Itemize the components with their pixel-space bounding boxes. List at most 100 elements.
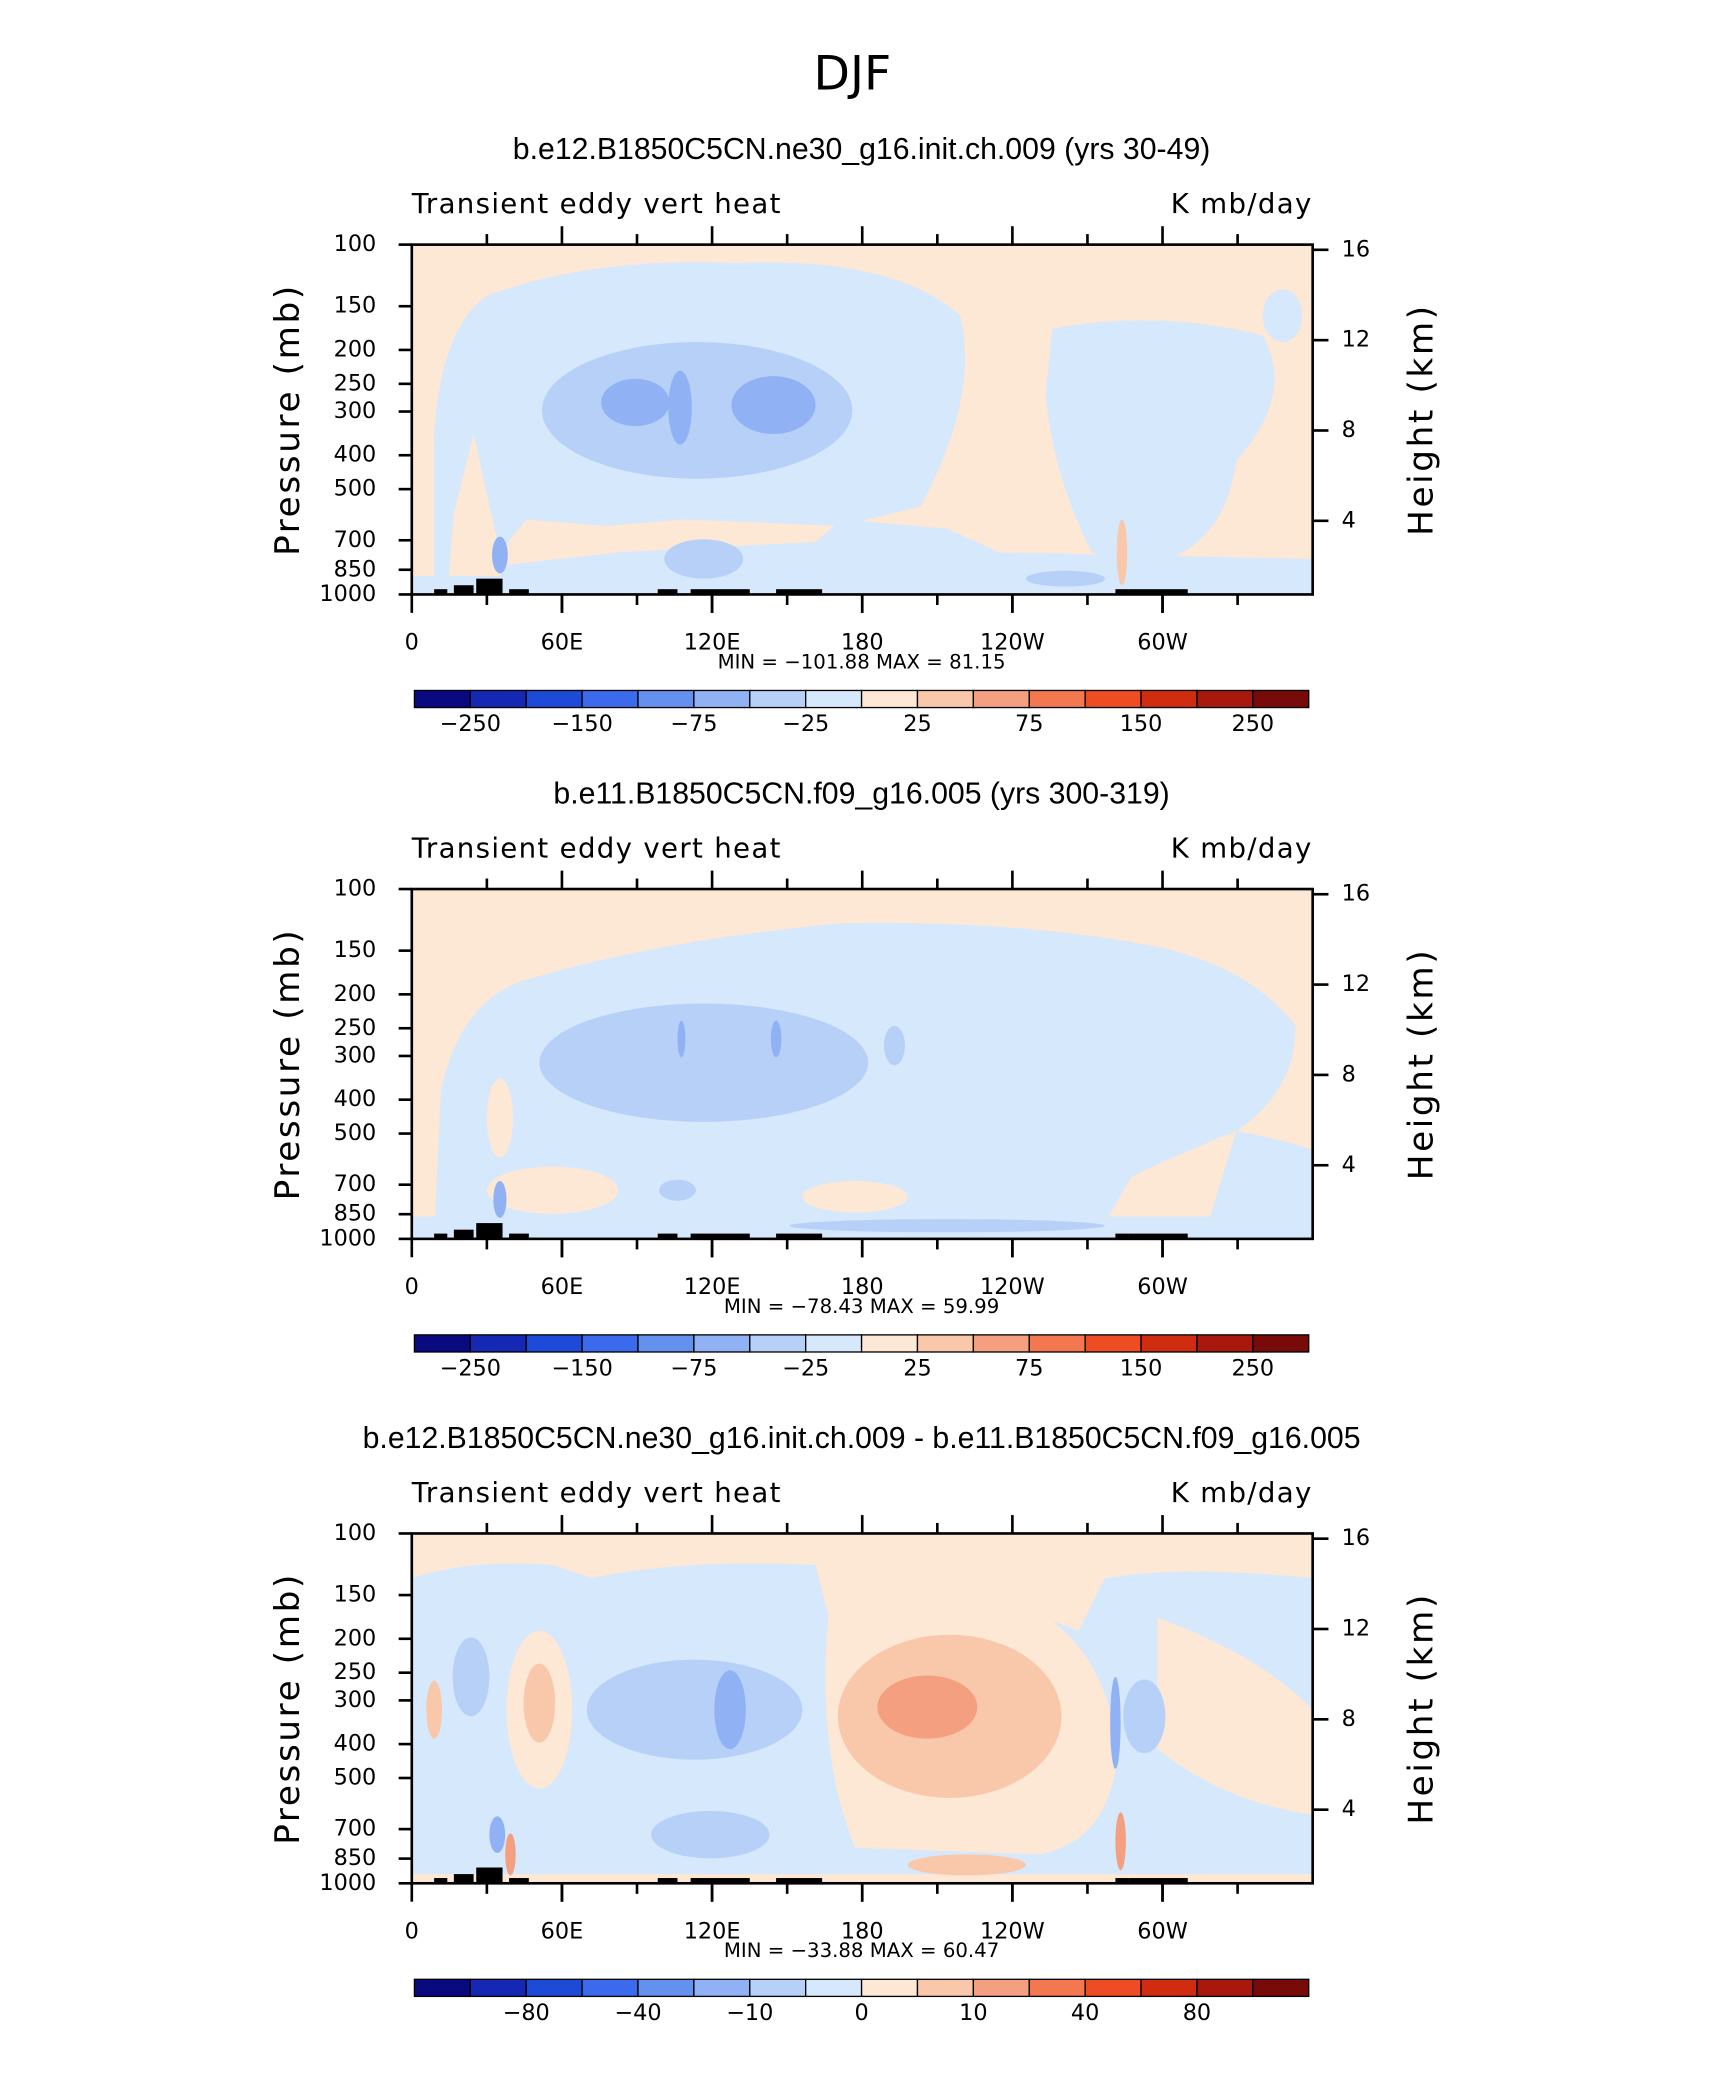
colorbar-label: −25: [782, 711, 829, 737]
y-tick-label: 300: [334, 1042, 377, 1068]
contour-region: [1157, 1617, 1313, 1815]
colorbar-box: [693, 1978, 751, 1998]
y-tick-label: 700: [334, 1816, 377, 1842]
x-tick-label: 120W: [980, 1918, 1045, 1944]
topography: [657, 1878, 678, 1884]
colorbar-box: [1140, 689, 1198, 709]
colorbar-label: 80: [1183, 2000, 1211, 2026]
topography: [1115, 589, 1129, 595]
colorbar-label: 250: [1232, 711, 1275, 737]
colorbar-label: 75: [1015, 711, 1043, 737]
colorbar-box: [413, 689, 471, 709]
y-tick-label: 100: [334, 876, 377, 902]
topography: [1115, 1233, 1129, 1239]
contour-region: [883, 1025, 905, 1066]
contour-region: [1116, 519, 1128, 586]
contour-region: [1025, 570, 1105, 587]
y-tick-label: 400: [334, 442, 377, 468]
topography: [509, 1233, 529, 1239]
colorbar-box: [1084, 689, 1142, 709]
topography: [434, 1878, 448, 1884]
y2-tick-label: 12: [1342, 1616, 1370, 1642]
contour-region: [714, 1670, 746, 1750]
y-tick-label: 150: [334, 1582, 377, 1608]
colorbar-box: [749, 689, 807, 709]
colorbar-box: [413, 1978, 471, 1998]
colorbar-label: −10: [726, 2000, 773, 2026]
contour-field: [411, 889, 1313, 1239]
contour-region: [493, 1181, 507, 1218]
topography: [476, 1867, 503, 1884]
contour-region: [651, 1810, 770, 1859]
colorbar-box: [1196, 1978, 1254, 1998]
contour-region: [539, 1003, 869, 1122]
y2-tick-label: 12: [1342, 971, 1370, 997]
colorbar-box: [637, 1334, 695, 1353]
contour-region: [411, 1533, 1313, 1631]
colorbar-label: 150: [1120, 711, 1163, 737]
contour-region: [731, 376, 816, 435]
colorbar-box: [469, 689, 527, 709]
topography: [690, 589, 750, 595]
colorbar-box: [469, 1334, 527, 1353]
colorbar-label: −25: [782, 1356, 829, 1382]
y-tick-label: 1000: [319, 1225, 376, 1251]
x-tick-label: 60E: [541, 1274, 584, 1300]
topography: [690, 1233, 750, 1239]
colorbar-box: [581, 1334, 639, 1353]
y-axis-label: Pressure (mb): [268, 283, 308, 556]
contour-region: [877, 1675, 978, 1739]
colorbar-label: 0: [854, 2000, 868, 2026]
y-tick-label: 850: [334, 1845, 377, 1871]
y-tick-label: 250: [334, 370, 377, 396]
y-tick-label: 850: [334, 1201, 377, 1227]
y-tick-label: 250: [334, 1015, 377, 1041]
colorbar-box: [1028, 1334, 1086, 1353]
colorbar-box: [972, 1978, 1030, 1998]
x-tick-label: 120E: [684, 1274, 741, 1300]
contour-region: [659, 1179, 696, 1201]
colorbar-box: [860, 689, 919, 709]
contour-region: [434, 922, 1296, 1239]
contour-region: [907, 1854, 1026, 1876]
contour-region: [523, 1663, 556, 1743]
contour-region: [489, 1816, 506, 1854]
contour-region: [1115, 1812, 1126, 1871]
colorbar-label: −250: [440, 711, 501, 737]
contour-region: [486, 1078, 514, 1158]
topography: [657, 589, 678, 595]
colorbar-box: [805, 1334, 863, 1353]
contour-region: [1045, 320, 1275, 566]
x-tick-label: 180: [841, 1274, 884, 1300]
contour-region: [505, 1833, 516, 1876]
colorbar-box: [972, 1334, 1030, 1353]
y-tick-label: 300: [334, 398, 377, 424]
colorbar-box: [749, 1978, 807, 1998]
contour-region: [486, 1166, 619, 1214]
y-tick-label: 300: [334, 1687, 377, 1713]
colorbar-box: [1028, 689, 1086, 709]
contour-region: [789, 1219, 1105, 1233]
topography: [690, 1878, 750, 1884]
x-tick-label: 120W: [980, 1274, 1045, 1300]
contour-region: [1123, 1679, 1166, 1754]
colorbar-label: 40: [1071, 2000, 1099, 2026]
x-tick-label: 60E: [541, 630, 584, 656]
contour-region: [586, 1659, 803, 1760]
y-tick-label: 700: [334, 1171, 377, 1197]
topography: [1128, 589, 1188, 595]
colorbar-box: [413, 1334, 471, 1353]
colorbar-box: [1252, 1978, 1310, 1998]
colorbar-box: [469, 1978, 527, 1998]
contour-region: [492, 536, 508, 574]
colorbar-box: [1196, 1334, 1254, 1353]
panel-title: b.e12.B1850C5CN.ne30_g16.init.ch.009 - b…: [363, 1422, 1361, 1455]
figure-title: DJF: [814, 46, 892, 101]
y2-tick-label: 4: [1342, 1796, 1356, 1822]
topography: [453, 585, 474, 595]
colorbar-box: [693, 689, 751, 709]
contour-region: [601, 378, 670, 427]
colorbar-box: [1140, 1334, 1198, 1353]
colorbar-box: [1084, 1978, 1142, 1998]
colorbar-box: [860, 1978, 919, 1998]
